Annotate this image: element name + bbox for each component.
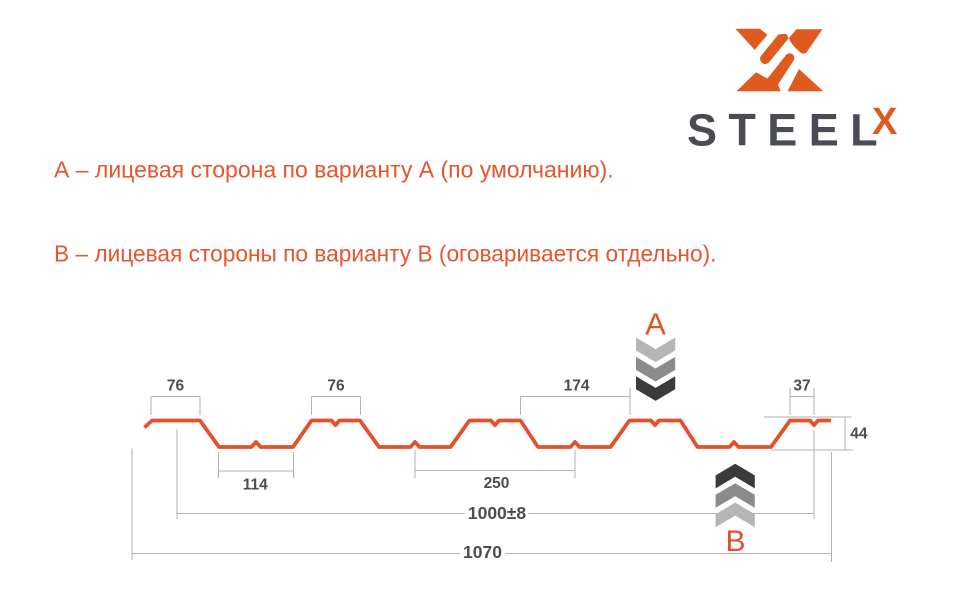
- svg-text:В: В: [725, 525, 745, 558]
- svg-text:А – лицевая сторона по вариант: А – лицевая сторона по варианту А (по ум…: [54, 157, 614, 183]
- svg-text:37: 37: [793, 378, 810, 395]
- svg-text:44: 44: [850, 426, 868, 443]
- svg-text:114: 114: [243, 477, 268, 494]
- svg-text:А: А: [645, 307, 666, 342]
- svg-text:174: 174: [564, 378, 590, 395]
- svg-text:X: X: [872, 101, 898, 143]
- svg-text:250: 250: [484, 475, 510, 492]
- svg-text:1000±8: 1000±8: [468, 503, 527, 523]
- svg-text:76: 76: [167, 378, 185, 395]
- svg-text:В – лицевая стороны по вариант: В – лицевая стороны по варианту В (огова…: [54, 241, 716, 267]
- svg-text:76: 76: [327, 378, 345, 395]
- svg-text:1070: 1070: [463, 542, 502, 562]
- svg-text:STEEL: STEEL: [687, 105, 889, 156]
